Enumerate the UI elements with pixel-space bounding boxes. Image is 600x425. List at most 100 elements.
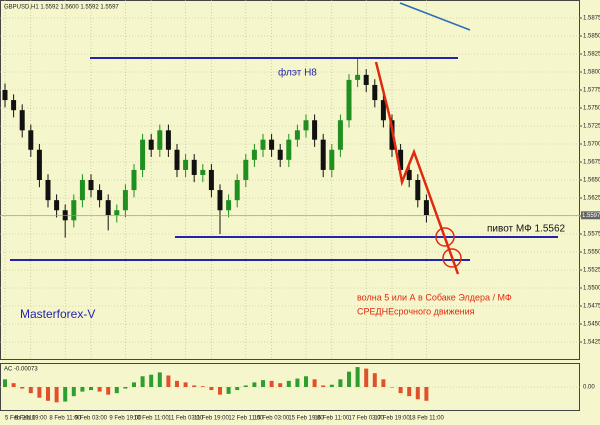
indicator-bar [209, 387, 214, 391]
candle-body [294, 130, 300, 140]
candle-body [11, 100, 17, 111]
x-tick-label: 5 Feb 19:00 [15, 416, 48, 422]
candle-body [140, 139, 146, 170]
x-tick-label: 9 Feb 19:00 [109, 416, 142, 422]
candle-body [243, 159, 249, 180]
y-tick-label: 1.5625 [583, 196, 600, 202]
indicator-bar [3, 379, 7, 387]
flat-label: флэт H8 [278, 67, 317, 79]
y-tick-label: 1.5825 [583, 52, 600, 58]
indicator-bar [424, 387, 429, 401]
x-tick-label: 8 Feb 11:00 [49, 416, 81, 422]
y-tick-label: 1.5875 [583, 16, 600, 22]
indicator-bar [304, 376, 308, 387]
candle-body [269, 139, 275, 150]
indicator-bar [355, 367, 360, 387]
y-tick-label: 1.5550 [583, 250, 600, 256]
pivot-label: пивот МФ 1.5562 [487, 224, 566, 235]
brand-label: Masterforex-V [20, 307, 95, 321]
indicator-bar [243, 385, 248, 387]
candle-body [79, 180, 85, 201]
candle-body [286, 139, 292, 160]
indicator-bar [166, 375, 171, 387]
candle-body [260, 139, 266, 150]
wave-line [374, 61, 460, 275]
y-tick-label: 1.5725 [583, 124, 600, 130]
candle-body [36, 149, 42, 180]
candle-body [157, 130, 163, 150]
candle-body [97, 190, 103, 201]
indicator-bar [28, 387, 33, 394]
candle-body [312, 120, 318, 140]
marks: 1.5597 [0, 57, 600, 403]
indicator-bar [71, 387, 76, 397]
candle-body [303, 120, 309, 131]
indicator-bar [63, 387, 68, 402]
indicator-bar [114, 387, 119, 394]
y-tick-label: 1.5750 [583, 106, 600, 112]
candle-body [45, 180, 51, 201]
current-price-box [581, 211, 600, 220]
candle-body [226, 200, 232, 211]
indicator-bar [372, 373, 377, 387]
candle-body [337, 120, 343, 150]
candle-body [277, 149, 283, 160]
indicator-bar [226, 387, 231, 394]
candle-body [415, 180, 421, 201]
indicator-bar [149, 374, 154, 387]
candle-body [183, 159, 189, 170]
candle-body [355, 74, 361, 80]
candle-body [380, 100, 386, 121]
support-circle [442, 248, 462, 268]
wave-label: волна 5 или А в Собаке Элдера / МФ [357, 292, 512, 302]
indicator-bar [329, 384, 334, 387]
indicator-bar [97, 387, 102, 392]
indicator-bar [312, 379, 317, 387]
x-tick-label: 11 Feb 19:00 [194, 416, 230, 422]
indicator-title: AC -0.00073 [4, 367, 38, 373]
y-tick-label: 1.5675 [583, 160, 600, 166]
indicator-bar [123, 387, 128, 389]
indicator-bar [261, 380, 265, 387]
candle-body [217, 190, 223, 211]
indicator-bar [192, 385, 197, 387]
indicator-bar [132, 382, 136, 387]
x-tick-label: 16 Feb 11:00 [314, 416, 350, 422]
wave-label: СРЕДНЕсрочного движения [357, 306, 475, 316]
y-tick-label: 1.5850 [583, 34, 600, 40]
indicator-bar [252, 382, 257, 387]
indicator-bar [183, 382, 188, 387]
candle-body [2, 90, 8, 101]
indicator-bar [140, 376, 145, 387]
candle-body [191, 159, 197, 175]
candle-body [320, 139, 326, 170]
candle-body [234, 180, 240, 201]
candle-body [88, 180, 94, 191]
chart-title: GBPUSD,H1 1.5592 1.5600 1.5592 1.5597 [4, 5, 119, 11]
indicator-bar [295, 378, 300, 387]
indicator-bar [321, 385, 326, 387]
pivot-circle [435, 227, 455, 247]
x-tick-label: 18 Feb 11:00 [409, 416, 445, 422]
indicator-bar [20, 387, 25, 389]
y-tick-label: 1.5425 [583, 340, 600, 346]
candle-body [28, 130, 34, 150]
indicator-bar [286, 380, 291, 387]
trend-line [399, 2, 471, 31]
candle-body [346, 79, 352, 121]
y-tick-label: 1.5775 [583, 88, 600, 94]
indicator-bar [269, 380, 274, 387]
indicator-bar [200, 386, 205, 387]
candle-body [251, 149, 257, 160]
x-tick-label: 17 Feb 03:00 [349, 416, 385, 422]
y-tick-label: 1.5700 [583, 142, 600, 148]
indicator-bar [37, 387, 42, 398]
indicator-bar [46, 387, 50, 401]
y-tick-label: 1.5650 [583, 178, 600, 184]
x-tick-label: 15 Feb 03:00 [254, 416, 290, 422]
indicator-tick-label: 0.00 [583, 385, 595, 391]
indicator-bar [218, 387, 222, 395]
candle-body [114, 210, 120, 216]
